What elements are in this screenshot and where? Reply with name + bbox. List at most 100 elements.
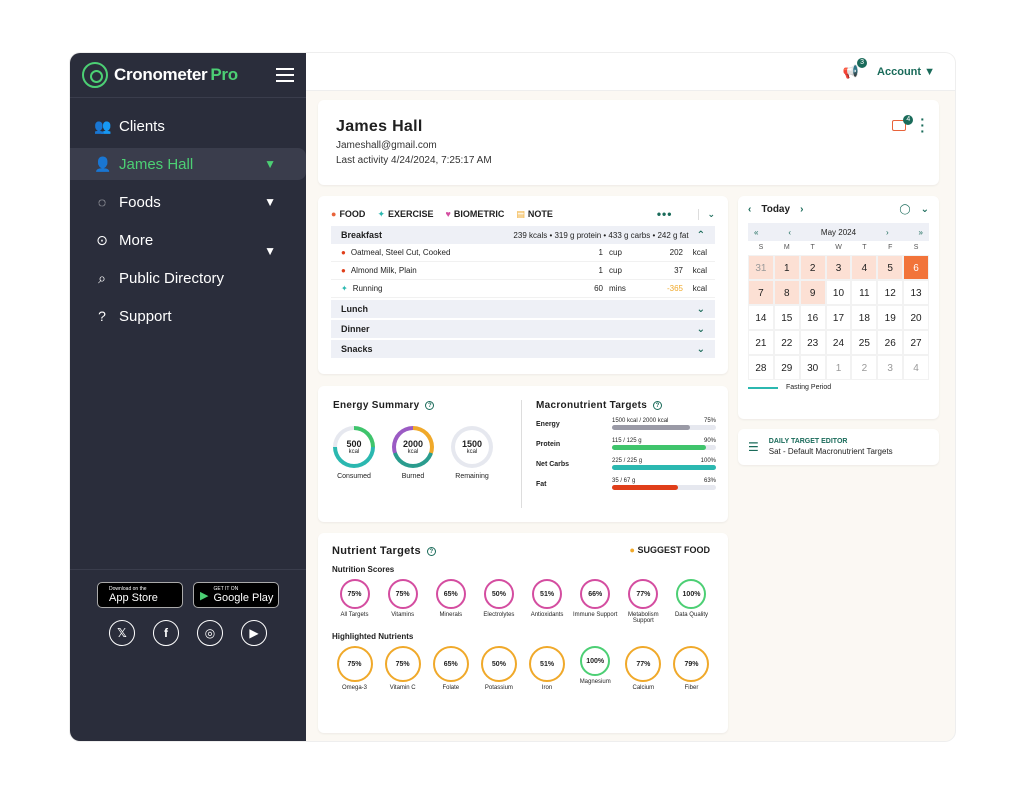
sidebar-item-clients[interactable]: 👥 Clients: [70, 110, 306, 142]
calendar-day[interactable]: 4: [903, 355, 929, 380]
nutrient-item[interactable]: 79% Fiber: [669, 646, 714, 691]
calendar-day[interactable]: 1: [773, 255, 800, 280]
calendar-day[interactable]: 16: [799, 305, 826, 330]
help-icon[interactable]: ?: [426, 547, 436, 556]
calendar-day[interactable]: 1: [825, 355, 852, 380]
nutrient-item[interactable]: 65% Folate: [428, 646, 473, 691]
chevron-left-icon[interactable]: ‹: [788, 227, 792, 237]
chevron-left-icon[interactable]: ‹: [748, 204, 752, 215]
chevron-down-icon[interactable]: ⌄: [696, 323, 705, 335]
calendar-day[interactable]: 31: [748, 255, 774, 280]
calendar-day[interactable]: 14: [748, 305, 774, 330]
calendar-day[interactable]: 15: [773, 305, 800, 330]
account-menu[interactable]: Account ▼: [877, 65, 935, 78]
chevron-down-icon[interactable]: ⌄: [696, 303, 705, 315]
chevron-up-icon[interactable]: ⌃: [696, 229, 705, 241]
chevron-down-icon[interactable]: ▼: [264, 244, 276, 258]
nutrient-item[interactable]: 75% All Targets: [332, 579, 377, 624]
chevron-down-icon[interactable]: ⌄: [696, 343, 705, 355]
sidebar-item-james-hall[interactable]: 👤 James Hall ▼: [70, 148, 306, 180]
calendar-day[interactable]: 4: [851, 255, 878, 280]
check-circle-icon[interactable]: ◯: [899, 204, 911, 215]
nutrient-item[interactable]: 75% Vitamins: [380, 579, 425, 624]
calendar-day[interactable]: 5: [877, 255, 904, 280]
calendar-day[interactable]: 28: [748, 355, 774, 380]
sidebar-item-support[interactable]: ? Support: [70, 300, 306, 332]
chevron-right-icon[interactable]: ›: [885, 227, 889, 237]
calendar-day[interactable]: 30: [799, 355, 826, 380]
google-play-button[interactable]: ▶ GET IT ON Google Play: [193, 582, 279, 608]
calendar-day[interactable]: 10: [825, 280, 852, 305]
calendar-day[interactable]: 8: [773, 280, 800, 305]
today-button[interactable]: Today: [761, 204, 791, 215]
calendar-day[interactable]: 23: [799, 330, 826, 355]
sidebar-item-foods[interactable]: ◌ Foods ▼: [70, 186, 306, 218]
nutrient-item[interactable]: 100% Data Quality: [669, 579, 714, 624]
double-chevron-right-icon[interactable]: »: [918, 227, 923, 237]
calendar-day[interactable]: 27: [903, 330, 929, 355]
nutrient-item[interactable]: 77% Calcium: [621, 646, 666, 691]
add-food-button[interactable]: ● FOOD: [331, 209, 365, 219]
nutrient-item[interactable]: 50% Potassium: [476, 646, 521, 691]
chevron-down-icon[interactable]: ⌄: [698, 208, 715, 220]
instagram-icon[interactable]: ◎: [197, 620, 223, 646]
daily-target-editor[interactable]: ☰ DAILY TARGET EDITOR Sat - Default Macro…: [738, 429, 939, 465]
nutrient-item[interactable]: 66% Immune Support: [573, 579, 618, 624]
calendar-day[interactable]: 21: [748, 330, 774, 355]
youtube-icon[interactable]: ▶: [241, 620, 267, 646]
add-biometric-button[interactable]: ♥ BIOMETRIC: [446, 209, 505, 219]
calendar-day[interactable]: 18: [851, 305, 878, 330]
meal-snacks[interactable]: Snacks ⌄: [331, 340, 715, 358]
nutrient-item[interactable]: 77% Metabolism Support: [621, 579, 666, 624]
nutrient-item[interactable]: 100% Magnesium: [573, 646, 618, 691]
nutrient-item[interactable]: 75% Vitamin C: [380, 646, 425, 691]
help-icon[interactable]: ?: [653, 401, 663, 410]
nutrient-item[interactable]: 51% Antioxidants: [525, 579, 570, 624]
meal-lunch[interactable]: Lunch ⌄: [331, 300, 715, 318]
calendar-day[interactable]: 2: [851, 355, 878, 380]
calendar-day[interactable]: 19: [877, 305, 904, 330]
add-note-button[interactable]: ▤ NOTE: [516, 209, 553, 220]
calendar-day[interactable]: 25: [851, 330, 878, 355]
facebook-icon[interactable]: f: [153, 620, 179, 646]
double-chevron-left-icon[interactable]: «: [754, 227, 759, 237]
calendar-day[interactable]: 3: [825, 255, 852, 280]
calendar-day[interactable]: 24: [825, 330, 852, 355]
chevron-down-icon[interactable]: ▼: [264, 157, 276, 171]
kebab-menu-icon[interactable]: · · ·: [920, 111, 925, 139]
meal-breakfast[interactable]: Breakfast 239 kcals • 319 g protein • 433…: [331, 226, 715, 244]
sidebar-item-public-directory[interactable]: ⌕ Public Directory: [70, 262, 306, 294]
calendar-day[interactable]: 29: [773, 355, 800, 380]
x-icon[interactable]: 𝕏: [109, 620, 135, 646]
chevron-right-icon[interactable]: ›: [800, 204, 804, 215]
more-options-icon[interactable]: •••: [656, 207, 673, 221]
nutrient-item[interactable]: 51% Iron: [525, 646, 570, 691]
calendar-day[interactable]: 11: [851, 280, 878, 305]
calendar-day[interactable]: 7: [748, 280, 774, 305]
chevron-down-icon[interactable]: ▼: [264, 195, 276, 209]
chevron-down-icon[interactable]: ⌄: [920, 204, 929, 215]
menu-icon[interactable]: [276, 68, 294, 82]
calendar-day[interactable]: 17: [825, 305, 852, 330]
calendar-day[interactable]: 9: [799, 280, 826, 305]
diary-entry[interactable]: ✦ Running 60 mins -365 kcal: [331, 280, 715, 298]
megaphone-icon[interactable]: 📢 3: [843, 57, 868, 80]
meal-dinner[interactable]: Dinner ⌄: [331, 320, 715, 338]
add-exercise-button[interactable]: ✦ EXERCISE: [377, 209, 433, 220]
calendar-day[interactable]: 3: [877, 355, 904, 380]
nutrient-item[interactable]: 75% Omega-3: [332, 646, 377, 691]
calendar-day[interactable]: 26: [877, 330, 904, 355]
calendar-day[interactable]: 13: [903, 280, 929, 305]
suggest-food-button[interactable]: ● SUGGEST FOOD: [630, 545, 710, 555]
diary-entry[interactable]: ● Almond Milk, Plain 1 cup 37 kcal: [331, 262, 715, 280]
calendar-day[interactable]: 12: [877, 280, 904, 305]
calendar-day[interactable]: 22: [773, 330, 800, 355]
help-icon[interactable]: ?: [425, 401, 435, 410]
app-store-button[interactable]: Download on the App Store: [97, 582, 183, 608]
calendar-day[interactable]: 20: [903, 305, 929, 330]
calendar-day[interactable]: 2: [799, 255, 826, 280]
calendar-day[interactable]: 6: [903, 255, 929, 280]
diary-entry[interactable]: ● Oatmeal, Steel Cut, Cooked 1 cup 202 kcal: [331, 244, 715, 262]
nutrient-item[interactable]: 50% Electrolytes: [476, 579, 521, 624]
nutrient-item[interactable]: 65% Minerals: [428, 579, 473, 624]
